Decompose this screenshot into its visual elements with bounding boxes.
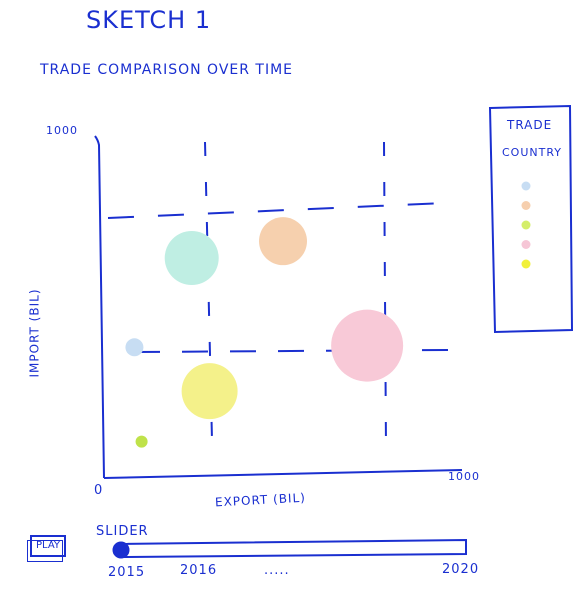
play-button[interactable]: PLAY — [27, 535, 66, 562]
legend-swatch-3 — [521, 220, 531, 230]
legend-swatch-5 — [521, 259, 531, 269]
origin-label: 0 — [94, 483, 104, 498]
x-axis-line — [103, 469, 463, 479]
grid-dash-upper — [107, 202, 446, 219]
bubble-point-3[interactable] — [331, 309, 404, 382]
legend-title-line1: TRADE — [507, 118, 553, 132]
legend-swatch-2 — [521, 201, 531, 210]
slider-tick-2016: 2016 — [180, 563, 218, 578]
bubble-point-6[interactable] — [135, 435, 148, 448]
bubble-layer — [125, 217, 404, 448]
legend-swatch-4 — [521, 240, 531, 249]
slider-handle[interactable] — [112, 541, 130, 559]
x-axis-max-label: 1000 — [448, 470, 480, 483]
legend-box — [488, 104, 574, 334]
sketch-title: SKETCH 1 — [86, 6, 212, 34]
bubble-point-5[interactable] — [181, 363, 238, 420]
bubble-point-2[interactable] — [259, 217, 307, 266]
slider-label: SLIDER — [96, 524, 149, 539]
slider-tick-ellipsis: ..... — [264, 563, 290, 578]
legend-swatch-1 — [521, 181, 531, 191]
y-axis-line — [94, 135, 105, 479]
slider-track[interactable] — [117, 538, 467, 558]
legend-title-line2: COUNTRY — [502, 146, 562, 159]
slider-tick-2015: 2015 — [108, 565, 146, 580]
legend-swatches — [521, 181, 531, 269]
chart-title: TRADE COMPARISON OVER TIME — [40, 62, 294, 78]
slider-tick-2020: 2020 — [442, 562, 480, 577]
y-axis-max-label: 1000 — [46, 124, 78, 137]
grid-dash-right-vertical — [383, 141, 387, 449]
bubble-point-1[interactable] — [164, 231, 219, 286]
bubble-point-4[interactable] — [125, 338, 144, 357]
